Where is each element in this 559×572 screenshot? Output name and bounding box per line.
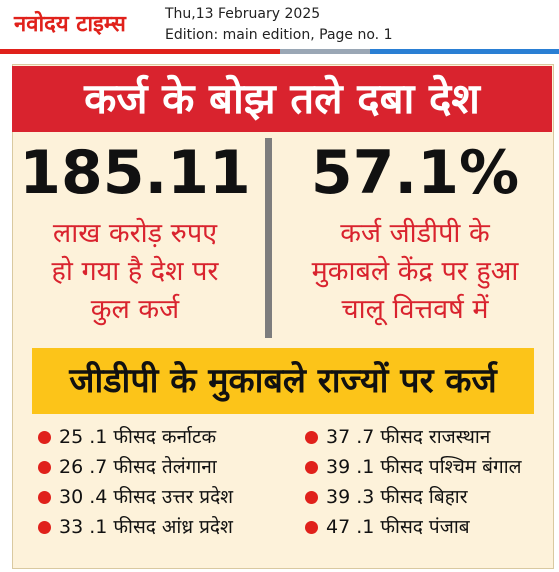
caption-line: कुल कर्ज <box>90 294 180 325</box>
list-item: 37 .7 फीसद राजस्थान <box>305 422 522 452</box>
caption-line: लाख करोड़ रुपए <box>52 218 218 249</box>
logo: नवोदय टाइम्स <box>14 12 126 37</box>
stat-value: 57.1% <box>310 138 520 208</box>
list: 37 .7 फीसद राजस्थान 39 .1 फीसद पश्चिम बं… <box>305 422 522 542</box>
title: कर्ज के बोझ तले दबा देश <box>12 66 552 132</box>
list: 25 .1 फीसद कर्नाटक 26 .7 फीसद तेलंगाना 3… <box>38 422 233 542</box>
stat-value: 185.11 <box>19 138 251 208</box>
stat-caption: लाख करोड़ रुपए हो गया है देश पर कुल कर्ज <box>5 215 265 329</box>
list-item: 25 .1 फीसद कर्नाटक <box>38 422 233 452</box>
caption-line: हो गया है देश पर <box>51 256 219 287</box>
edition: Edition: main edition, Page no. 1 <box>165 27 393 43</box>
list-item: 47 .1 फीसद पंजाब <box>305 512 522 542</box>
list-item: 33 .1 फीसद आंध्र प्रदेश <box>38 512 233 542</box>
list-item: 30 .4 फीसद उत्तर प्रदेश <box>38 482 233 512</box>
divider <box>265 138 272 338</box>
caption-line: कर्ज जीडीपी के <box>340 218 490 249</box>
strip <box>280 49 370 54</box>
strip <box>0 49 280 54</box>
caption-line: मुकाबले केंद्र पर हुआ <box>311 256 519 287</box>
list-item: 26 .7 फीसद तेलंगाना <box>38 452 233 482</box>
list-item: 39 .3 फीसद बिहार <box>305 482 522 512</box>
strip <box>370 49 559 54</box>
subtitle: जीडीपी के मुकाबले राज्यों पर कर्ज <box>32 348 534 414</box>
stat-caption: कर्ज जीडीपी के मुकाबले केंद्र पर हुआ चाल… <box>285 215 545 329</box>
date: Thu,13 February 2025 <box>165 6 321 22</box>
list-item: 39 .1 फीसद पश्चिम बंगाल <box>305 452 522 482</box>
caption-line: चालू वित्तवर्ष में <box>341 294 489 325</box>
